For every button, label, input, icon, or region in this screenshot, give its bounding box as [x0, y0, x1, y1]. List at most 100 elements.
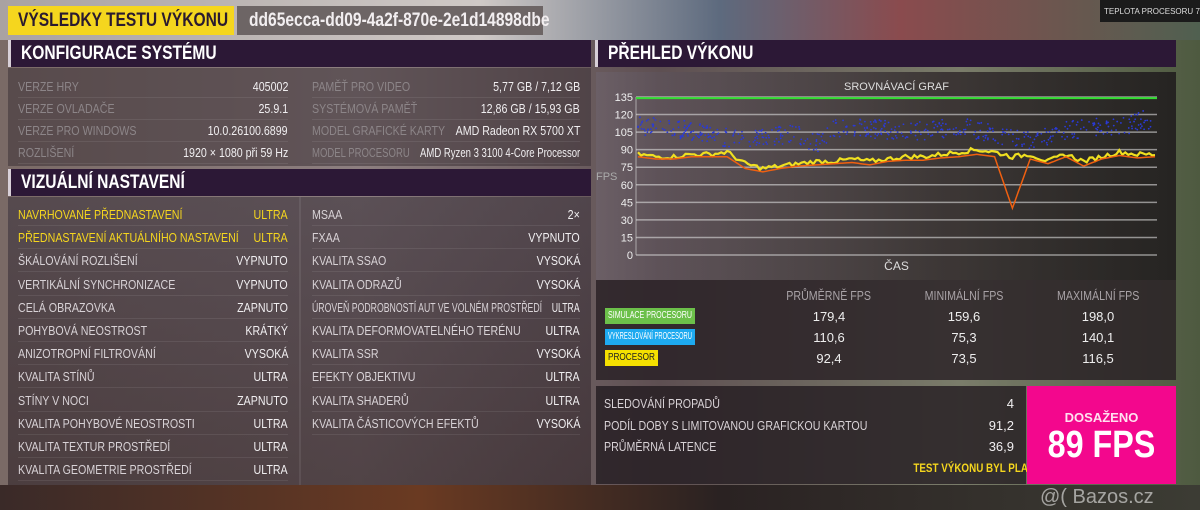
scatter-point [692, 130, 695, 133]
scatter-point [1073, 135, 1075, 138]
scatter-point [1102, 133, 1105, 135]
row-value: KRÁTKÝ [245, 323, 288, 338]
row-label: EFEKTY OBJEKTIVU [312, 369, 416, 385]
scatter-point [1133, 113, 1136, 116]
scatter-point [910, 132, 912, 135]
scatter-point [789, 139, 792, 142]
scatter-point [1095, 127, 1097, 130]
scatter-point [749, 145, 751, 148]
scatter-point [761, 136, 764, 139]
scatter-point [866, 126, 868, 129]
scatter-point [644, 130, 646, 132]
scatter-point [652, 117, 655, 119]
achieved-value: 89 FPS [1047, 424, 1156, 466]
scatter-point [923, 138, 926, 141]
scatter-point [832, 134, 835, 137]
scatter-point [815, 140, 818, 143]
scatter-point [686, 132, 689, 135]
row-label: VERZE PRO WINDOWS [18, 123, 137, 138]
scatter-point [859, 118, 861, 121]
scatter-point [699, 131, 702, 134]
scatter-point [1028, 147, 1031, 150]
row-label: KVALITA SSR [312, 346, 379, 362]
y-tick-label: 75 [621, 162, 633, 174]
row-label: PŘEDNASTAVENÍ AKTUÁLNÍHO NASTAVENÍ [18, 230, 239, 246]
scatter-point [752, 141, 755, 143]
metric-row: PODÍL DOBY S LIMITOVANOU GRAFICKOU KARTO… [604, 415, 1014, 437]
scatter-point [874, 127, 877, 130]
system-row: PAMĚŤ PRO VIDEO 5,77 GB / 7,12 GB [312, 76, 580, 98]
scatter-point [876, 134, 879, 137]
scatter-point [1146, 119, 1149, 122]
scatter-point [1040, 132, 1043, 135]
overlay-value: 75 [1195, 7, 1200, 16]
scatter-point [853, 130, 856, 133]
scatter-point [940, 128, 943, 130]
scatter-point [684, 124, 686, 127]
x-axis-label: ČAS [884, 258, 909, 273]
scatter-point [725, 131, 728, 134]
scatter-point [901, 135, 904, 138]
metrics-panel [596, 386, 1026, 484]
scatter-point [958, 130, 961, 132]
scatter-point [699, 134, 701, 136]
scatter-point [1048, 130, 1051, 133]
scatter-point [817, 150, 819, 153]
row-label: NAVRHOVANÉ PŘEDNASTAVENÍ [18, 207, 183, 222]
row-value: 5,77 GB / 7,12 GB [492, 79, 580, 94]
scatter-point [708, 135, 710, 138]
scatter-point [910, 122, 912, 125]
scatter-point [1025, 133, 1027, 136]
scatter-point [1098, 130, 1101, 133]
row-label: VERTIKÁLNÍ SYNCHRONIZACE [18, 276, 176, 292]
scatter-point [931, 134, 934, 136]
stats-column-header: PRŮMĚRNĚ FPS [786, 288, 872, 303]
metric-value: 4 [1006, 396, 1014, 411]
scatter-point [1095, 134, 1098, 137]
scatter-point [677, 126, 680, 129]
scatter-point [964, 133, 966, 135]
y-tick-label: 30 [621, 215, 633, 227]
scatter-point [773, 143, 776, 146]
row-value: AMD Radeon RX 5700 XT [455, 123, 580, 138]
stats-value: 92,4 [816, 351, 842, 366]
scatter-point [845, 133, 848, 136]
scatter-point [1149, 125, 1152, 128]
scatter-point [755, 135, 758, 138]
scatter-point [894, 126, 897, 128]
scatter-point [1144, 119, 1147, 122]
scatter-point [646, 131, 649, 134]
scatter-point [898, 125, 901, 128]
scatter-point [837, 131, 840, 134]
scatter-point [1149, 119, 1152, 122]
scatter-point [889, 130, 892, 133]
scatter-point [784, 129, 786, 131]
scatter-point [924, 128, 927, 131]
scatter-point [713, 135, 715, 138]
scatter-point [687, 134, 689, 137]
stats-value: 179,4 [812, 309, 846, 324]
scatter-point [1014, 144, 1017, 147]
scatter-point [1112, 124, 1115, 127]
scatter-point [709, 135, 712, 138]
scatter-point [969, 119, 972, 122]
scatter-point [683, 126, 686, 129]
scatter-point [863, 127, 866, 129]
scatter-point [756, 141, 758, 144]
overview-title: PŘEHLED VÝKONU [608, 43, 754, 64]
row-label: KVALITA DEFORMOVATELNÉHO TERÉNU [312, 323, 521, 338]
row-label: KVALITA TEXTUR PROSTŘEDÍ [18, 439, 171, 454]
scatter-point [789, 124, 792, 127]
scatter-point [717, 132, 720, 135]
scatter-point [914, 124, 917, 126]
scatter-point [890, 128, 893, 131]
scatter-point [1050, 140, 1053, 143]
scatter-point [987, 123, 989, 125]
scatter-point [1066, 135, 1069, 138]
setting-row: VERTIKÁLNÍ SYNCHRONIZACE VYPNUTO [18, 274, 288, 296]
scatter-point [870, 128, 872, 131]
row-label: KVALITA STÍNŮ [18, 369, 95, 385]
scatter-point [874, 120, 877, 122]
scatter-point [640, 127, 643, 130]
visual-settings-header: VIZUÁLNÍ NASTAVENÍ [8, 169, 591, 196]
